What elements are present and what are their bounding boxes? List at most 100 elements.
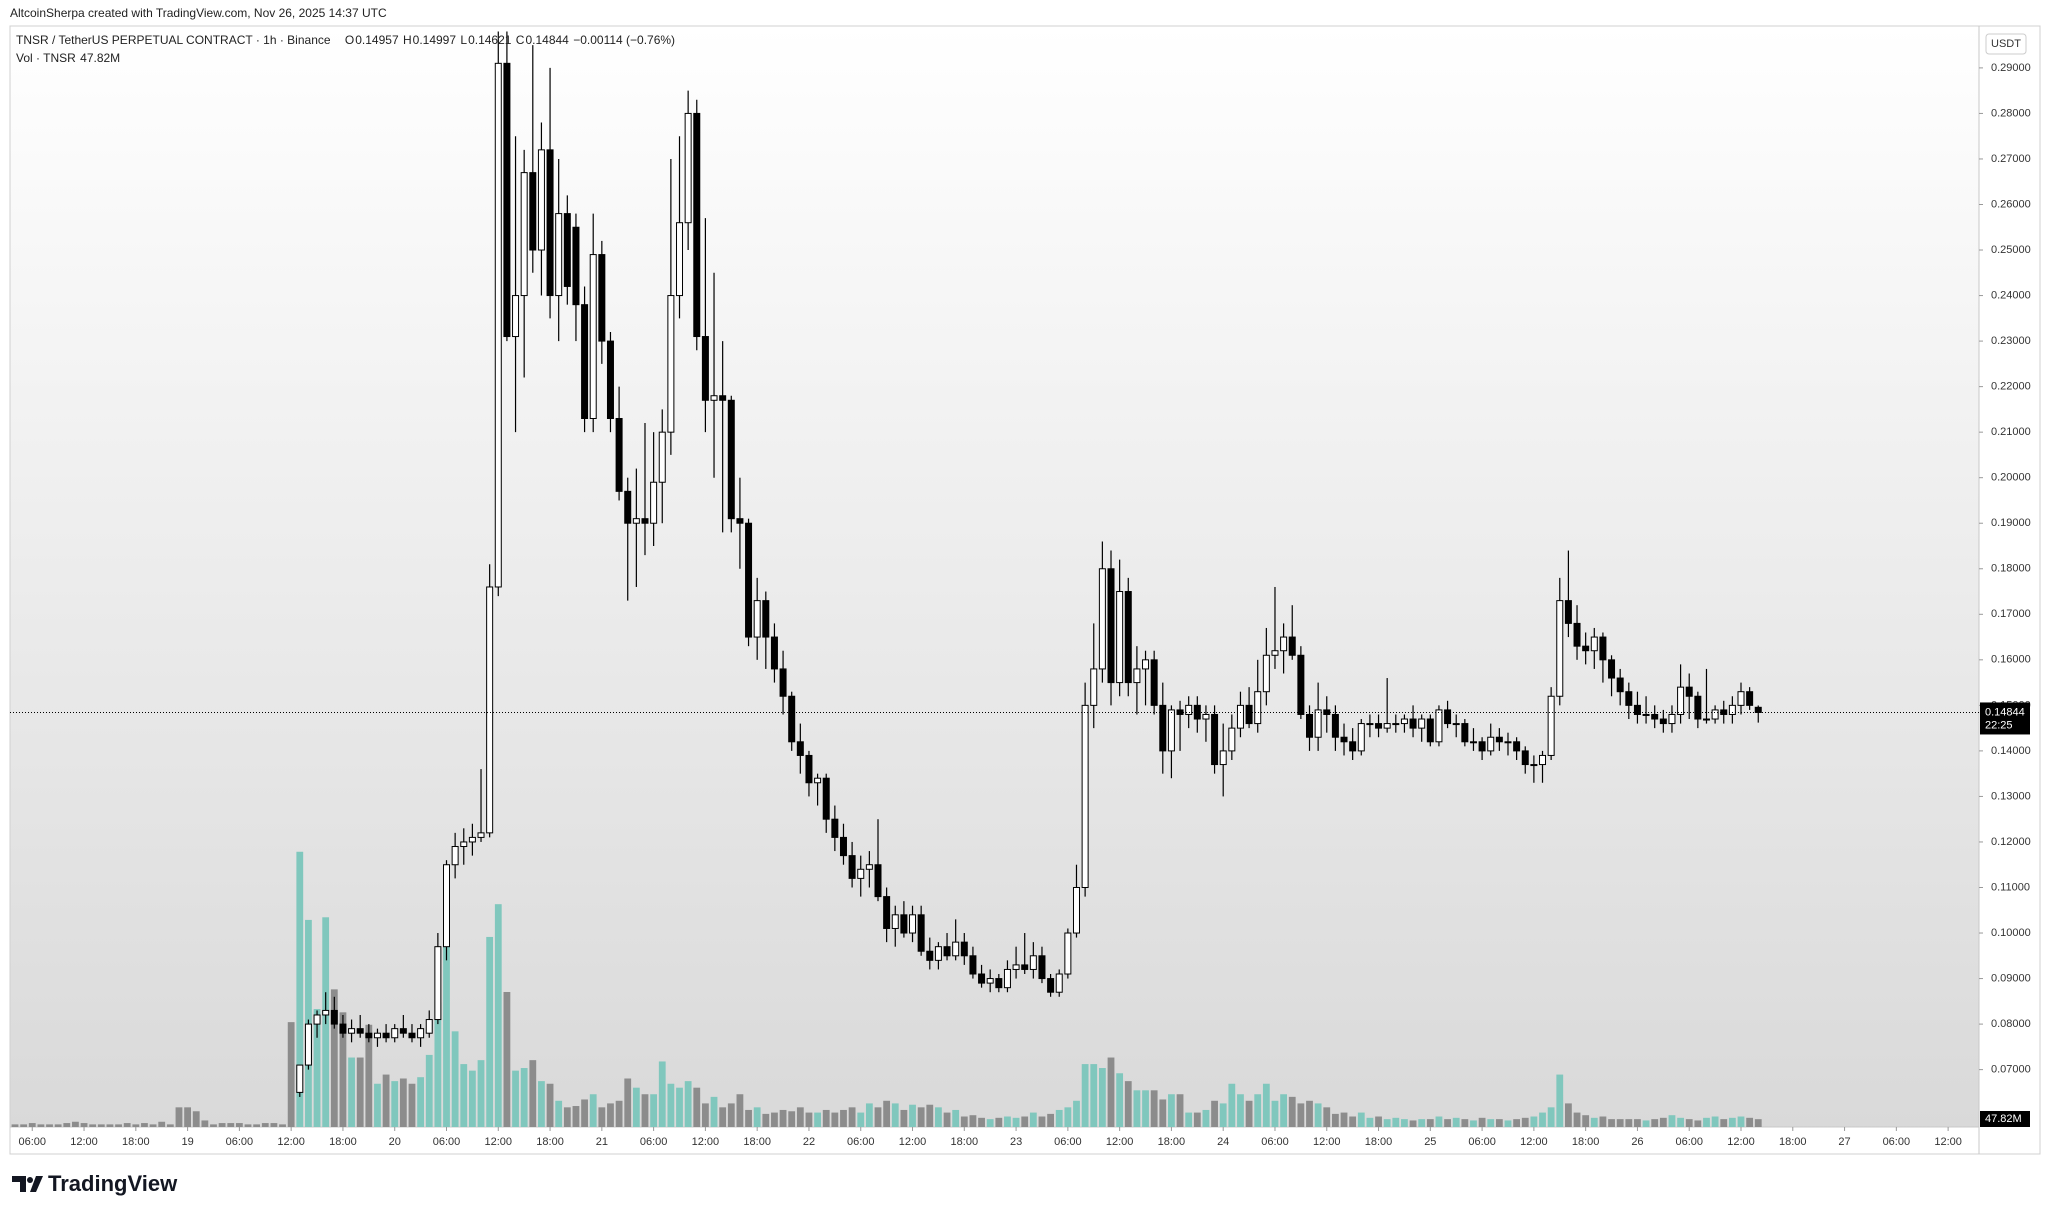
candle-body: [822, 777, 830, 820]
candle-body: [1116, 591, 1124, 684]
volume-bar: [702, 1103, 709, 1127]
volume-bar: [28, 1123, 36, 1127]
volume-bar: [339, 1012, 347, 1127]
volume-bar: [1547, 1107, 1555, 1127]
candle-body: [1375, 723, 1383, 729]
volume-bar: [978, 1117, 985, 1127]
volume-bar: [1746, 1117, 1754, 1127]
volume-bar: [296, 851, 304, 1127]
x-tick-label: 21: [596, 1136, 608, 1148]
candle-body: [641, 518, 649, 524]
volume-bar: [1409, 1120, 1417, 1127]
candle-body: [814, 777, 822, 784]
x-tick-label: 06:00: [1261, 1136, 1289, 1148]
x-tick-label: 06:00: [1883, 1136, 1911, 1148]
x-tick-label: 23: [1010, 1136, 1022, 1148]
candle-body: [1651, 713, 1659, 720]
candle-layer: [296, 31, 1762, 1097]
volume-bar: [753, 1107, 761, 1127]
volume-bar: [1271, 1100, 1279, 1127]
candle-body: [520, 172, 528, 297]
candle-body: [1478, 741, 1486, 752]
candle-body: [1003, 968, 1011, 989]
volume-bar: [1081, 1064, 1089, 1127]
candle-body: [399, 1028, 407, 1034]
candle-body: [986, 978, 994, 984]
y-tick-label: 0.17000: [1991, 608, 2031, 620]
volume-bar: [1297, 1103, 1305, 1127]
frame: [9, 25, 2041, 1155]
candle-body: [917, 914, 925, 952]
candle-body: [1616, 677, 1624, 693]
ohlc-value: 0.14997: [412, 33, 457, 47]
volume-bar: [1565, 1103, 1572, 1127]
countdown: 22:25: [1985, 719, 2013, 731]
volume-bar: [11, 1124, 19, 1127]
volume-bar: [89, 1124, 97, 1127]
x-tick-label: 18:00: [122, 1136, 150, 1148]
volume-bar: [1539, 1112, 1546, 1127]
volume-bar: [218, 1123, 226, 1127]
candle-body: [960, 941, 968, 957]
volume-legend: Vol · TNSR 47.82M: [16, 51, 121, 65]
candle-body: [606, 340, 614, 419]
candle-body: [460, 841, 468, 848]
candle-body: [1461, 723, 1469, 743]
volume-bar: [1323, 1107, 1331, 1127]
candle-body: [1702, 718, 1710, 721]
volume-bar: [538, 1081, 545, 1127]
candle-body: [1469, 741, 1477, 744]
candle-body: [1288, 636, 1296, 656]
x-tick-label: 12:00: [1313, 1136, 1341, 1148]
candle-body: [1193, 704, 1201, 720]
candle-body: [1608, 659, 1616, 679]
candle-body: [615, 417, 623, 492]
x-tick-label: 26: [1631, 1136, 1643, 1148]
candle-body: [796, 741, 804, 756]
volume-bar: [451, 1031, 459, 1127]
volume-bar: [857, 1112, 865, 1127]
volume-bar: [1659, 1117, 1667, 1127]
candle-body: [1633, 704, 1641, 715]
volume-bar: [1737, 1116, 1745, 1127]
volume-bar: [546, 1083, 554, 1127]
candle-body: [926, 950, 934, 961]
ohlc-value: 0.14621: [468, 33, 512, 47]
candle-body: [1271, 650, 1279, 656]
candle-body: [1685, 686, 1693, 697]
candle-body: [805, 754, 813, 784]
volume-bar: [736, 1094, 744, 1127]
volume-bar: [1245, 1100, 1253, 1127]
volume-bar: [624, 1078, 632, 1127]
candle-body: [1400, 718, 1408, 725]
volume-bar: [1720, 1119, 1728, 1127]
x-tick-label: 12:00: [277, 1136, 305, 1148]
candle-body: [1219, 750, 1227, 766]
candle-body: [1150, 659, 1158, 706]
ohlc-value: 0.14844: [525, 33, 569, 47]
volume-bar: [46, 1124, 53, 1127]
volume-bar: [684, 1081, 692, 1127]
candle-body: [883, 896, 891, 929]
x-tick-label: 22: [803, 1136, 815, 1148]
x-tick-label: 12:00: [485, 1136, 513, 1148]
candle-body: [1314, 709, 1322, 738]
volume-bar: [63, 1123, 71, 1127]
candle-body: [555, 213, 563, 297]
volume-bar: [762, 1113, 770, 1127]
volume-bar: [1495, 1119, 1503, 1127]
volume-bar: [382, 1074, 390, 1127]
candle-body: [1556, 600, 1564, 697]
candle-body: [779, 668, 787, 697]
candle-body: [1530, 764, 1538, 767]
candle-body: [624, 490, 632, 524]
volume-bar: [184, 1107, 191, 1127]
volume-bar: [434, 1002, 442, 1127]
volume-tag: [1980, 1111, 2030, 1127]
volume-bar: [943, 1112, 951, 1127]
brand: TradingView: [48, 1171, 178, 1196]
volume-value: 47.82M: [80, 51, 121, 65]
volume-bar: [1133, 1090, 1141, 1127]
candle-body: [1435, 709, 1443, 743]
volume-bar: [374, 1083, 381, 1127]
